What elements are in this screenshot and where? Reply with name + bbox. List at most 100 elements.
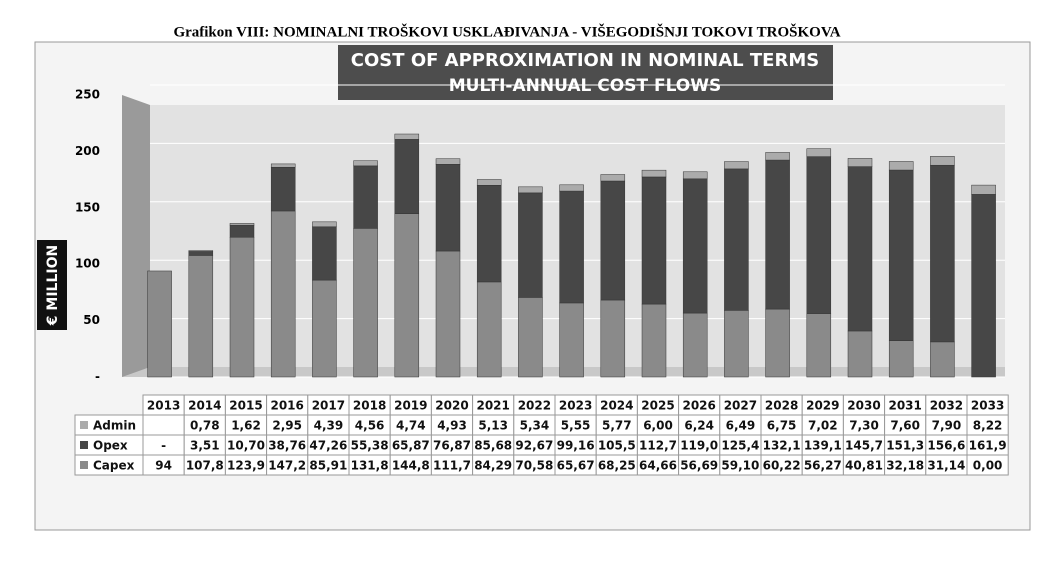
bar-segment xyxy=(435,158,461,165)
table-year: 2026 xyxy=(682,399,715,413)
table-value: 85,91 xyxy=(309,459,347,473)
bar-segment xyxy=(682,312,708,378)
table-value: 32,18 xyxy=(886,459,924,473)
bar-segment xyxy=(270,166,296,212)
table-year: 2027 xyxy=(724,399,757,413)
bar-segment xyxy=(270,210,296,378)
bar-segment xyxy=(312,221,337,228)
bar-segment xyxy=(888,161,914,171)
bar-segment xyxy=(847,330,873,378)
legend-label: Capex xyxy=(93,459,135,473)
bar-segment xyxy=(930,164,955,343)
table-year: 2024 xyxy=(600,399,633,413)
table-value: 111,7 xyxy=(433,459,471,473)
y-tick-label: 150 xyxy=(75,200,100,214)
table-value: 161,9 xyxy=(969,439,1007,453)
table-value: 59,10 xyxy=(721,459,759,473)
bar-segment xyxy=(888,169,914,341)
table-year: 2014 xyxy=(188,399,221,413)
y-label-box xyxy=(37,240,67,330)
bar-segment xyxy=(559,184,584,192)
table-value: 38,76 xyxy=(268,439,306,453)
chart-subtitle: MULTI-ANNUAL COST FLOWS xyxy=(449,76,722,96)
bar-segment xyxy=(188,250,214,252)
table-value: 6,75 xyxy=(767,419,797,433)
bar-segment xyxy=(559,302,584,378)
bar-segment xyxy=(765,308,790,378)
bar-segment xyxy=(312,279,337,378)
bar-segment xyxy=(394,133,420,140)
y-tick-label: 200 xyxy=(75,144,100,158)
bar-segment xyxy=(600,174,626,182)
bar-segment xyxy=(724,310,749,378)
bar-segment xyxy=(930,156,955,166)
bar-segment xyxy=(353,165,378,229)
table-value: 7,02 xyxy=(808,419,838,433)
table-value: 7,60 xyxy=(890,419,920,433)
table-value: 156,6 xyxy=(927,439,965,453)
table-value: 119,0 xyxy=(680,439,718,453)
table-year: 2030 xyxy=(847,399,880,413)
table-year: 2031 xyxy=(888,399,921,413)
table-year: 2029 xyxy=(806,399,839,413)
table-value: 92,67 xyxy=(515,439,553,453)
table-year: 2017 xyxy=(312,399,345,413)
table-value: - xyxy=(161,439,166,453)
bar-segment xyxy=(476,185,502,283)
bar-segment xyxy=(847,166,873,332)
table-value: 64,66 xyxy=(639,459,677,473)
table-value: 6,49 xyxy=(726,419,756,433)
bar-segment xyxy=(847,158,873,167)
left-wall xyxy=(122,95,150,377)
table-value: 55,38 xyxy=(351,439,389,453)
table-value: 105,5 xyxy=(598,439,636,453)
table-year: 2015 xyxy=(229,399,262,413)
table-value: 2,95 xyxy=(272,419,302,433)
bar-segment xyxy=(724,168,749,311)
bar-segment xyxy=(518,192,543,298)
table-value: 147,2 xyxy=(268,459,306,473)
table-value: 4,39 xyxy=(314,419,344,433)
table-value: 4,74 xyxy=(396,419,426,433)
bar-segment xyxy=(518,297,543,378)
table-value: 0,78 xyxy=(190,419,220,433)
table-value: 84,29 xyxy=(474,459,512,473)
heading: Grafikon VIII: NOMINALNI TROŠKOVI USKLAĐ… xyxy=(173,23,840,40)
table-year: 2016 xyxy=(270,399,303,413)
bar-segment xyxy=(930,341,955,378)
bar-segment xyxy=(353,160,378,167)
bar-segment xyxy=(270,163,296,168)
bar-segment xyxy=(682,178,708,314)
table-value: 70,58 xyxy=(515,459,553,473)
bar-segment xyxy=(641,169,667,178)
bar-segment xyxy=(353,228,378,378)
bar-segment xyxy=(765,152,790,161)
table-value: 107,8 xyxy=(186,459,224,473)
table-value: 3,51 xyxy=(190,439,220,453)
bar-segment xyxy=(806,156,832,314)
title-box xyxy=(338,45,833,100)
bar-segment xyxy=(147,270,172,378)
table-value: 47,26 xyxy=(309,439,347,453)
table-value: 4,93 xyxy=(437,419,467,433)
legend-swatch xyxy=(80,421,88,429)
bar-segment xyxy=(476,179,502,186)
bar-segment xyxy=(435,164,461,252)
bar-segment xyxy=(641,303,667,378)
bar-segment xyxy=(600,299,626,378)
table-year: 2033 xyxy=(971,399,1004,413)
legend-label: Admin xyxy=(93,419,136,433)
bar-segment xyxy=(888,340,914,378)
table-year: 2018 xyxy=(353,399,386,413)
table-value: 132,1 xyxy=(763,439,801,453)
bar-segment xyxy=(188,251,214,256)
table-value: 4,56 xyxy=(355,419,385,433)
table-value: 144,8 xyxy=(392,459,430,473)
table-value: 5,77 xyxy=(602,419,632,433)
table-value: 8,22 xyxy=(973,419,1003,433)
bar-segment xyxy=(476,281,502,378)
bar-segment xyxy=(435,250,461,378)
table-value: 6,24 xyxy=(684,419,714,433)
table-value: 7,30 xyxy=(849,419,879,433)
